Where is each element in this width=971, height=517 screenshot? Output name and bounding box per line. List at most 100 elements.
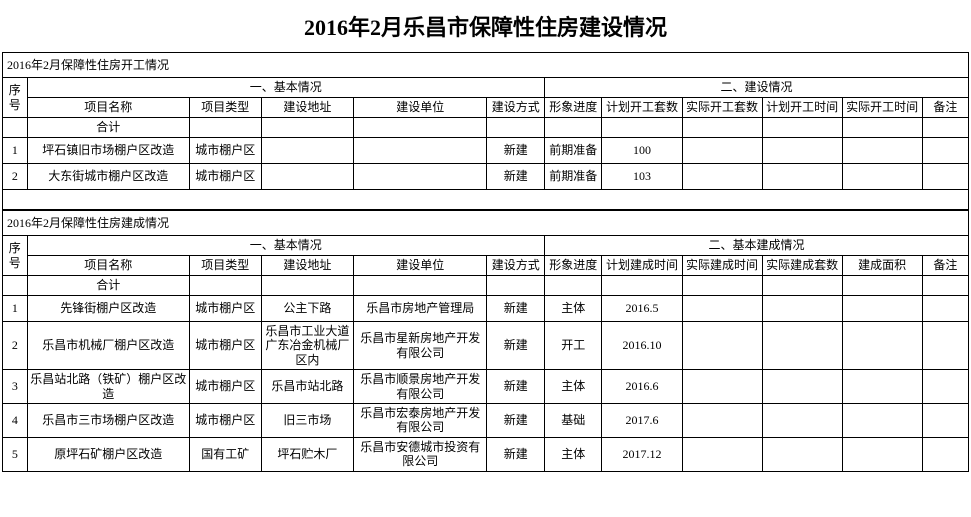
h2-name: 项目名称 bbox=[27, 256, 189, 276]
cell-actual_time bbox=[842, 164, 922, 190]
cell-name: 坪石镇旧市场棚户区改造 bbox=[27, 138, 189, 164]
h2-remark: 备注 bbox=[922, 256, 968, 276]
cell-actual_count bbox=[762, 296, 842, 322]
cell-progress: 主体 bbox=[544, 370, 601, 404]
h2-plan-time: 计划建成时间 bbox=[602, 256, 682, 276]
h-actual-time: 实际开工时间 bbox=[842, 98, 922, 118]
h-method: 建设方式 bbox=[487, 98, 544, 118]
cell-actual_time bbox=[682, 296, 762, 322]
cell-addr: 旧三市场 bbox=[261, 403, 353, 437]
cell-method: 新建 bbox=[487, 403, 544, 437]
h2-method: 建设方式 bbox=[487, 256, 544, 276]
cell-type: 城市棚户区 bbox=[189, 296, 261, 322]
cell-type: 城市棚户区 bbox=[189, 322, 261, 370]
spacer-row bbox=[3, 190, 969, 210]
table-row: 4乐昌市三市场棚户区改造城市棚户区旧三市场乐昌市宏泰房地产开发有限公司新建基础2… bbox=[3, 403, 969, 437]
cell-seq: 3 bbox=[3, 370, 28, 404]
total-label: 合计 bbox=[27, 118, 189, 138]
cell-seq: 1 bbox=[3, 138, 28, 164]
cell-addr: 坪石贮木厂 bbox=[261, 437, 353, 471]
h-name: 项目名称 bbox=[27, 98, 189, 118]
cell-name: 乐昌市机械厂棚户区改造 bbox=[27, 322, 189, 370]
cell-addr: 公主下路 bbox=[261, 296, 353, 322]
cell-unit: 乐昌市顺景房地产开发有限公司 bbox=[354, 370, 487, 404]
cell-type: 城市棚户区 bbox=[189, 138, 261, 164]
cell-addr: 乐昌市站北路 bbox=[261, 370, 353, 404]
table-row: 2大东街城市棚户区改造城市棚户区新建前期准备103 bbox=[3, 164, 969, 190]
cell-unit: 乐昌市宏泰房地产开发有限公司 bbox=[354, 403, 487, 437]
cell-method: 新建 bbox=[487, 296, 544, 322]
cell-plan_time: 2016.6 bbox=[602, 370, 682, 404]
cell-area bbox=[842, 322, 922, 370]
h2-build-group: 二、基本建成情况 bbox=[544, 236, 968, 256]
cell-name: 大东街城市棚户区改造 bbox=[27, 164, 189, 190]
cell-area bbox=[842, 296, 922, 322]
cell-seq: 1 bbox=[3, 296, 28, 322]
h2-basic-group: 一、基本情况 bbox=[27, 236, 544, 256]
h-plan-time: 计划开工时间 bbox=[762, 98, 842, 118]
cell-name: 乐昌站北路（铁矿）棚户区改造 bbox=[27, 370, 189, 404]
cell-plan_count: 103 bbox=[602, 164, 682, 190]
total2-seq bbox=[3, 276, 28, 296]
cell-actual_time bbox=[682, 403, 762, 437]
h2-progress: 形象进度 bbox=[544, 256, 601, 276]
cell-remark bbox=[922, 296, 968, 322]
h-build-group: 二、建设情况 bbox=[544, 78, 968, 98]
cell-progress: 开工 bbox=[544, 322, 601, 370]
h2-unit: 建设单位 bbox=[354, 256, 487, 276]
cell-addr bbox=[261, 164, 353, 190]
h2-area: 建成面积 bbox=[842, 256, 922, 276]
cell-addr: 乐昌市工业大道广东冶金机械厂区内 bbox=[261, 322, 353, 370]
table-section1: 2016年2月保障性住房开工情况 序号 一、基本情况 二、建设情况 项目名称 项… bbox=[2, 52, 969, 210]
h-progress: 形象进度 bbox=[544, 98, 601, 118]
cell-seq: 5 bbox=[3, 437, 28, 471]
cell-seq: 4 bbox=[3, 403, 28, 437]
cell-progress: 基础 bbox=[544, 403, 601, 437]
table-row: 2乐昌市机械厂棚户区改造城市棚户区乐昌市工业大道广东冶金机械厂区内乐昌市星新房地… bbox=[3, 322, 969, 370]
table-section2: 2016年2月保障性住房建成情况 序号 一、基本情况 二、基本建成情况 项目名称… bbox=[2, 210, 969, 472]
table-row: 1坪石镇旧市场棚户区改造城市棚户区新建前期准备100 bbox=[3, 138, 969, 164]
cell-name: 乐昌市三市场棚户区改造 bbox=[27, 403, 189, 437]
cell-area bbox=[842, 403, 922, 437]
cell-area bbox=[842, 370, 922, 404]
table-row: 3乐昌站北路（铁矿）棚户区改造城市棚户区乐昌市站北路乐昌市顺景房地产开发有限公司… bbox=[3, 370, 969, 404]
cell-unit: 乐昌市安德城市投资有限公司 bbox=[354, 437, 487, 471]
cell-remark bbox=[922, 403, 968, 437]
cell-method: 新建 bbox=[487, 138, 544, 164]
total-seq bbox=[3, 118, 28, 138]
cell-unit bbox=[354, 164, 487, 190]
table-row: 5原坪石矿棚户区改造国有工矿坪石贮木厂乐昌市安德城市投资有限公司新建主体2017… bbox=[3, 437, 969, 471]
cell-actual_count bbox=[762, 403, 842, 437]
cell-name: 原坪石矿棚户区改造 bbox=[27, 437, 189, 471]
cell-method: 新建 bbox=[487, 322, 544, 370]
cell-plan_time: 2016.10 bbox=[602, 322, 682, 370]
cell-actual_count bbox=[682, 138, 762, 164]
cell-unit: 乐昌市星新房地产开发有限公司 bbox=[354, 322, 487, 370]
cell-actual_count bbox=[762, 437, 842, 471]
cell-progress: 主体 bbox=[544, 437, 601, 471]
cell-remark bbox=[922, 322, 968, 370]
h-remark: 备注 bbox=[922, 98, 968, 118]
cell-remark bbox=[922, 164, 968, 190]
cell-actual_count bbox=[682, 164, 762, 190]
cell-actual_time bbox=[682, 370, 762, 404]
cell-seq: 2 bbox=[3, 322, 28, 370]
cell-type: 国有工矿 bbox=[189, 437, 261, 471]
cell-plan_time bbox=[762, 138, 842, 164]
h-basic-group: 一、基本情况 bbox=[27, 78, 544, 98]
cell-method: 新建 bbox=[487, 164, 544, 190]
cell-unit bbox=[354, 138, 487, 164]
h-plan-count: 计划开工套数 bbox=[602, 98, 682, 118]
cell-method: 新建 bbox=[487, 370, 544, 404]
cell-progress: 主体 bbox=[544, 296, 601, 322]
total2-label: 合计 bbox=[27, 276, 189, 296]
cell-plan_time: 2016.5 bbox=[602, 296, 682, 322]
cell-method: 新建 bbox=[487, 437, 544, 471]
h-type: 项目类型 bbox=[189, 98, 261, 118]
cell-type: 城市棚户区 bbox=[189, 164, 261, 190]
cell-actual_time bbox=[682, 437, 762, 471]
h2-actual-time: 实际建成时间 bbox=[682, 256, 762, 276]
cell-plan_time: 2017.6 bbox=[602, 403, 682, 437]
section1-title: 2016年2月保障性住房开工情况 bbox=[3, 53, 969, 78]
cell-actual_time bbox=[842, 138, 922, 164]
